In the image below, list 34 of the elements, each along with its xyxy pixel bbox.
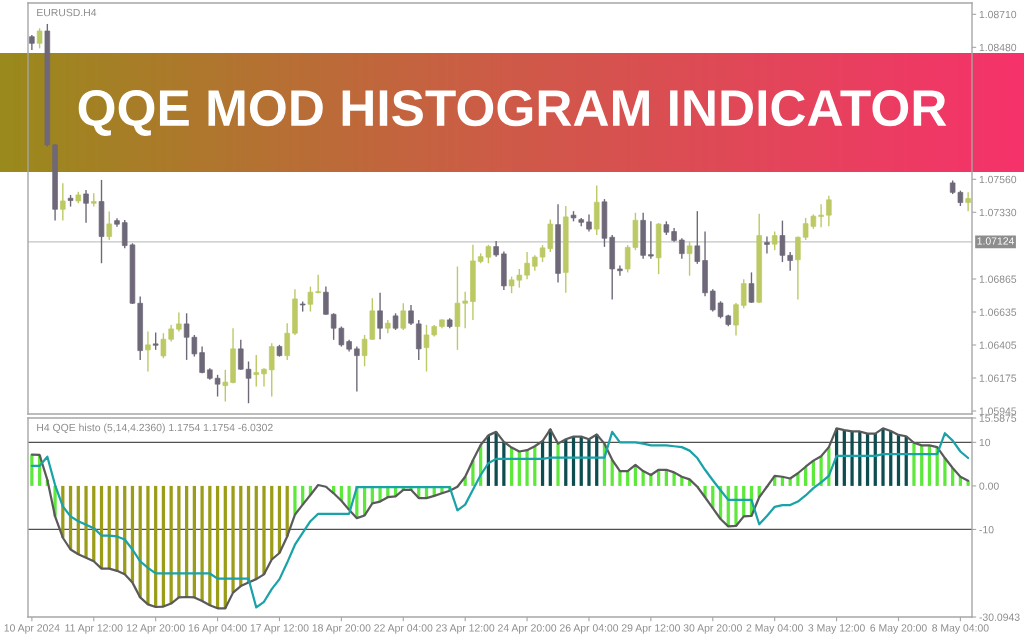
y-tick-label: 1.08710 bbox=[979, 10, 1017, 19]
y-tick-label: 0.00 bbox=[979, 482, 999, 490]
y-tick-label: 1.08480 bbox=[979, 43, 1017, 52]
x-tick-label: 29 Apr 12:00 bbox=[621, 624, 681, 634]
y-tick-label: 1.06865 bbox=[979, 275, 1017, 283]
x-tick-label: 24 Apr 20:00 bbox=[498, 624, 557, 634]
x-tick-label: 6 May 20:00 bbox=[870, 624, 927, 634]
annotation: H4 QQE histo (5,14,4.2360) 1.1754 1.1754 -6.0302 bbox=[37, 423, 273, 434]
x-tick-label: 12 Apr 20:00 bbox=[126, 624, 185, 634]
y-tick-label: 1.05945 bbox=[979, 407, 1017, 415]
y-tick-label: 1.07330 bbox=[979, 208, 1017, 217]
x-tick-label: 2 May 04:00 bbox=[746, 624, 803, 634]
text: QQE MOD HISTOGRAM INDICATOR bbox=[78, 89, 947, 136]
y-tick-label: 1.07560 bbox=[979, 175, 1017, 184]
y-tick-label: 1.06175 bbox=[979, 374, 1017, 382]
x-tick-label: 18 Apr 20:00 bbox=[312, 624, 371, 634]
x-tick-label: 8 May 04:00 bbox=[932, 624, 989, 634]
chart-subtitle: EURUSD.H4 bbox=[37, 8, 97, 17]
x-tick-label: 16 Apr 04:00 bbox=[188, 624, 247, 634]
x-tick-label: 22 Apr 04:00 bbox=[374, 624, 433, 634]
x-tick-label: 23 Apr 12:00 bbox=[436, 624, 495, 634]
y-tick-label: -30.0943 bbox=[979, 613, 1020, 621]
y-tick-label: 1.06635 bbox=[979, 308, 1017, 316]
x-tick-label: 26 Apr 04:00 bbox=[559, 624, 619, 634]
y-tick-label: 15.5875 bbox=[979, 414, 1017, 422]
x-tick-label: 17 Apr 12:00 bbox=[250, 624, 309, 634]
y-tick-label: 10 bbox=[979, 438, 991, 447]
x-tick-label: 11 Apr 12:00 bbox=[65, 624, 123, 634]
ref-line-label: 1.07124 bbox=[977, 237, 1015, 245]
y-tick-label: -10 bbox=[979, 525, 994, 534]
y-tick-label: 1.06405 bbox=[979, 341, 1017, 349]
x-tick-label: 3 May 12:00 bbox=[808, 624, 865, 634]
x-tick-label: 10 Apr 2024 bbox=[4, 624, 60, 634]
x-tick-label: 30 Apr 20:00 bbox=[683, 624, 742, 634]
